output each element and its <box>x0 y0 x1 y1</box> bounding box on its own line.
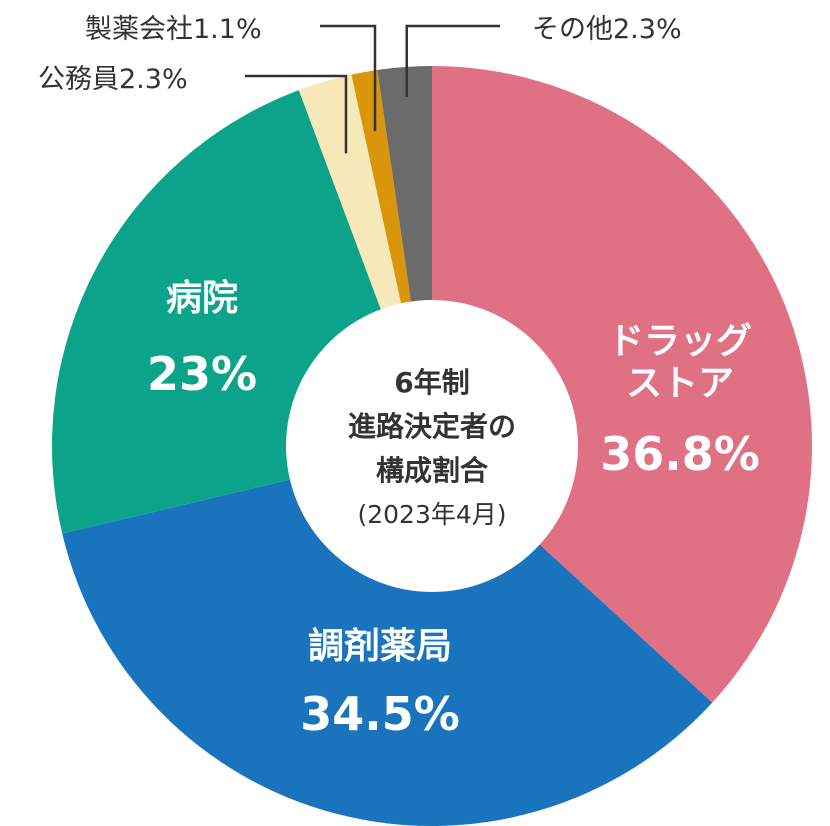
slice-name-label: ドラッグ <box>608 321 752 362</box>
slice-value-label: 34.5% <box>300 687 460 741</box>
pie-slice <box>432 66 813 703</box>
center-hole <box>286 300 578 592</box>
slice-name-label: 病院 <box>166 278 238 319</box>
callout-label: 公務員2.3% <box>38 64 188 95</box>
center-label: 6年制 進路決定者の 構成割合 (2023年4月) <box>348 366 516 529</box>
callout-label: 製薬会社1.1% <box>85 14 262 45</box>
center-title-line-2: 進路決定者の <box>348 410 516 443</box>
center-title-line-1: 6年制 <box>394 366 469 399</box>
slice-value-label: 36.8% <box>600 427 760 481</box>
callout-labels: 公務員2.3% 製薬会社1.1% その他2.3% <box>38 14 682 154</box>
pie-slice <box>62 446 713 826</box>
center-title-line-3: 構成割合 <box>376 454 489 487</box>
slice-name-label: ストア <box>626 363 734 404</box>
callout-label: その他2.3% <box>532 14 682 45</box>
slice-name-label: 調剤薬局 <box>308 626 452 667</box>
callout-leader-line <box>320 24 377 132</box>
center-subtitle: (2023年4月) <box>357 500 506 529</box>
callout-leader-line <box>405 24 500 97</box>
callout-leader-line <box>245 74 348 154</box>
slice-value-label: 23% <box>147 347 257 401</box>
